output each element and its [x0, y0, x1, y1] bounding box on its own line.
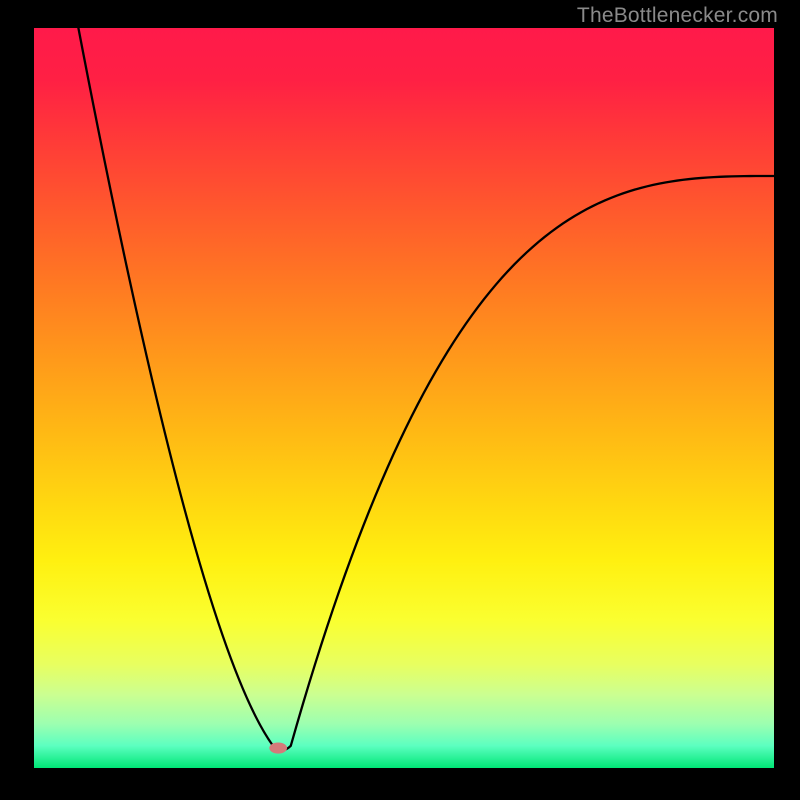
chart-container: TheBottlenecker.com: [0, 0, 800, 800]
watermark-text: TheBottlenecker.com: [577, 4, 778, 28]
optimum-marker: [269, 742, 287, 753]
chart-plot-area: [34, 28, 774, 768]
chart-svg: [34, 28, 774, 768]
chart-background: [34, 28, 774, 768]
